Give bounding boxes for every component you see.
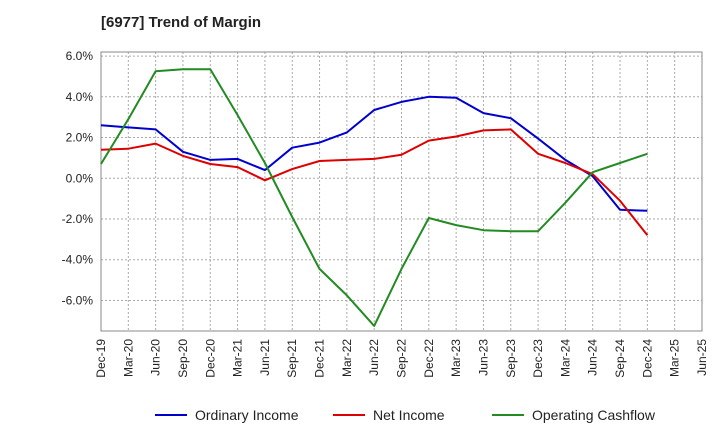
x-tick-label: Sep-24 bbox=[613, 339, 627, 378]
x-tick-label: Jun-24 bbox=[586, 339, 600, 376]
x-axis-ticks: Dec-19 Mar-20 Jun-20 Sep-20 Dec-20 Mar-21 Jun-… bbox=[94, 339, 709, 378]
x-tick-label: Sep-20 bbox=[176, 339, 190, 378]
y-tick-label: 6.0% bbox=[66, 49, 94, 63]
y-tick-label: -6.0% bbox=[62, 293, 94, 307]
x-tick-label: Dec-19 bbox=[94, 339, 108, 378]
x-tick-label: Sep-23 bbox=[504, 339, 518, 378]
legend-label-0: Ordinary Income bbox=[195, 407, 299, 423]
x-tick-label: Jun-23 bbox=[476, 339, 490, 376]
legend: Ordinary Income Net Income Operating Cashf… bbox=[155, 407, 656, 423]
grid-lines bbox=[100, 52, 703, 331]
y-tick-label: 2.0% bbox=[66, 131, 94, 145]
legend-label-2: Operating Cashflow bbox=[532, 407, 656, 423]
x-tick-label: Mar-22 bbox=[340, 339, 354, 377]
y-axis-ticks: 6.0% 4.0% 2.0% 0.0% -2.0% -4.0% -6.0% bbox=[62, 49, 94, 307]
x-tick-label: Mar-21 bbox=[231, 339, 245, 377]
x-tick-label: Jun-25 bbox=[695, 339, 709, 376]
x-tick-label: Dec-20 bbox=[203, 339, 217, 378]
plot-frame bbox=[100, 51, 703, 332]
x-tick-label: Dec-23 bbox=[531, 339, 545, 378]
x-tick-label: Mar-24 bbox=[558, 339, 572, 377]
chart-title: [6977] Trend of Margin bbox=[101, 14, 262, 31]
x-tick-label: Jun-20 bbox=[149, 339, 163, 376]
y-tick-label: -4.0% bbox=[62, 253, 94, 267]
x-tick-label: Dec-22 bbox=[422, 339, 436, 378]
x-tick-label: Mar-25 bbox=[668, 339, 682, 377]
x-tick-label: Jun-21 bbox=[258, 339, 272, 376]
x-tick-label: Mar-20 bbox=[121, 339, 135, 377]
series-line-0 bbox=[100, 95, 648, 212]
y-tick-label: -2.0% bbox=[62, 212, 94, 226]
x-tick-label: Sep-22 bbox=[395, 339, 409, 378]
x-tick-label: Dec-21 bbox=[313, 339, 327, 378]
x-tick-label: Dec-24 bbox=[640, 339, 654, 378]
series-line-2 bbox=[100, 68, 648, 327]
series-lines bbox=[100, 68, 649, 327]
x-tick-label: Sep-21 bbox=[285, 339, 299, 378]
x-tick-label: Jun-22 bbox=[367, 339, 381, 376]
x-tick-label: Mar-23 bbox=[449, 339, 463, 377]
legend-label-1: Net Income bbox=[373, 407, 445, 423]
y-tick-label: 0.0% bbox=[66, 171, 94, 185]
y-tick-label: 4.0% bbox=[66, 90, 94, 104]
series-line-1 bbox=[100, 128, 649, 236]
